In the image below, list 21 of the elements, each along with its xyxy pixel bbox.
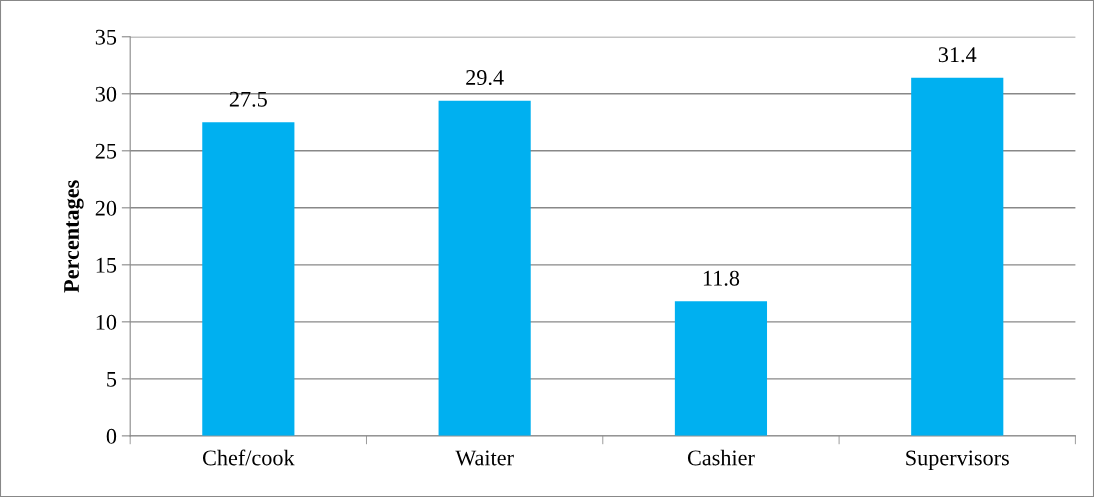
x-tick-label: Supervisors <box>906 450 1009 470</box>
x-tick-label: Chef/cook <box>202 449 295 466</box>
y-tick-label: 10 <box>96 314 117 330</box>
x-tick-label: Cashier <box>687 449 755 466</box>
y-tick-label: 25 <box>95 143 117 159</box>
y-tick-label: 35 <box>95 29 117 45</box>
x-tick-label: Waiter <box>455 450 514 466</box>
y-tick-label: 30 <box>95 86 117 102</box>
data-label: 11.8 <box>703 270 740 286</box>
y-tick-label: 15 <box>96 257 117 273</box>
bar <box>202 122 295 436</box>
y-axis-title: Percentages <box>64 180 84 293</box>
bar <box>911 77 1004 436</box>
data-label: 27.5 <box>229 91 267 107</box>
data-label: 31.4 <box>938 47 977 63</box>
data-label: 29.4 <box>466 70 504 86</box>
bar <box>438 100 531 436</box>
y-tick-label: 5 <box>107 372 117 387</box>
y-tick-label: 20 <box>95 200 117 216</box>
y-tick-label: 0 <box>106 428 117 444</box>
bar <box>674 301 768 436</box>
